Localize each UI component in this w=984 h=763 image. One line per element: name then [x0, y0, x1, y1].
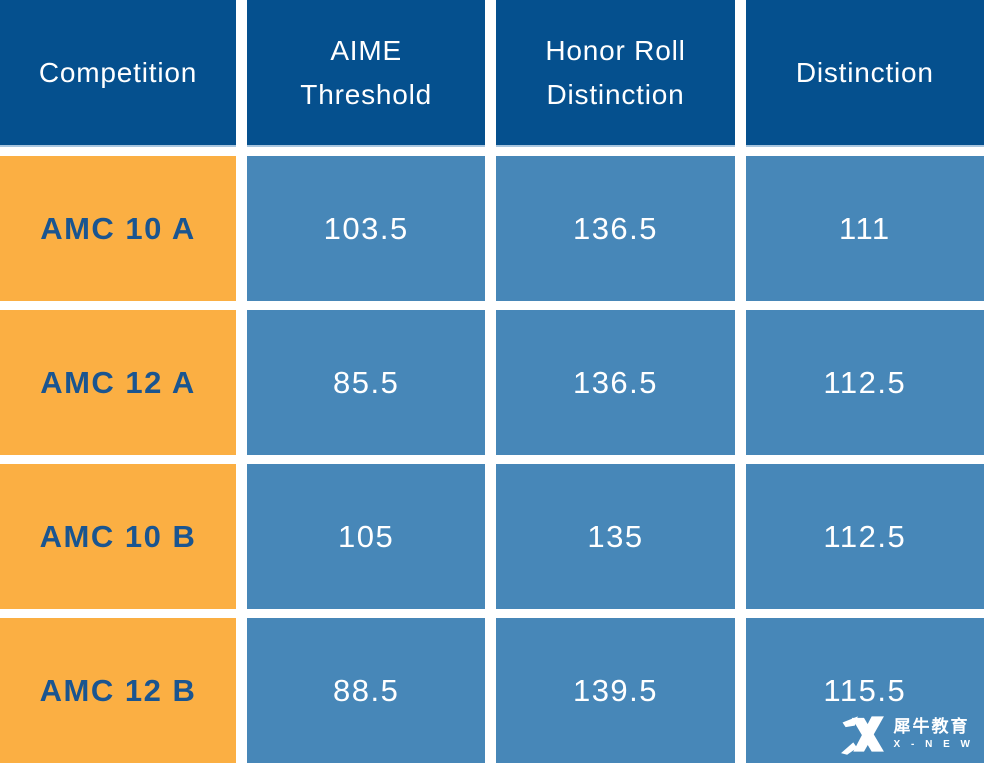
value-amc12b-aime: 88.5	[247, 618, 486, 763]
value-amc10b-honor-roll: 135	[496, 464, 735, 609]
header-cell-competition: Competition	[0, 0, 236, 147]
header-cell-aime-threshold: AIME Threshold	[247, 0, 486, 147]
value-amc12b-honor-roll: 139.5	[496, 618, 735, 763]
value-amc10b-aime: 105	[247, 464, 486, 609]
value-amc12a-distinction: 112.5	[745, 310, 984, 455]
header-cell-distinction: Distinction	[745, 0, 984, 147]
xnew-x-logo-icon	[840, 713, 887, 755]
value-amc12a-aime: 85.5	[247, 310, 486, 455]
value-amc12a-honor-roll: 136.5	[496, 310, 735, 455]
row-label-amc-10-b: AMC 10 B	[0, 464, 236, 609]
value-amc10a-aime: 103.5	[247, 156, 486, 301]
value-amc10a-honor-roll: 136.5	[496, 156, 735, 301]
row-label-amc-12-b: AMC 12 B	[0, 618, 236, 763]
row-label-amc-12-a: AMC 12 A	[0, 310, 236, 455]
xnew-brand-watermark: 犀牛教育 X - N E W	[840, 713, 974, 755]
brand-name-chinese: 犀牛教育	[893, 717, 970, 737]
value-amc10a-distinction: 111	[745, 156, 984, 301]
header-cell-honor-roll-distinction: Honor Roll Distinction	[496, 0, 735, 147]
xnew-brand-text: 犀牛教育 X - N E W	[894, 717, 974, 750]
row-label-amc-10-a: AMC 10 A	[0, 156, 236, 301]
brand-name-english: X - N E W	[893, 738, 974, 750]
value-amc10b-distinction: 112.5	[745, 464, 984, 609]
